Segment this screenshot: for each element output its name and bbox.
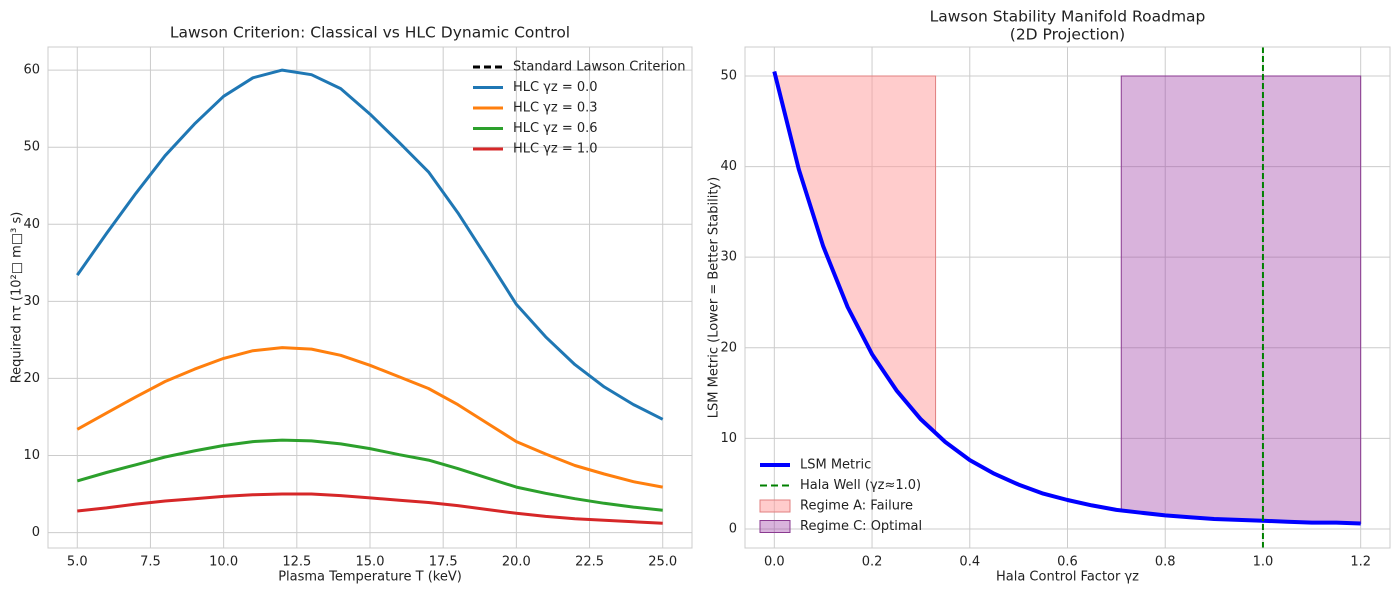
x-tick-label: 0.0: [764, 555, 785, 570]
x-axis-label: Hala Control Factor γz: [996, 570, 1139, 585]
line-series: [76, 68, 664, 421]
x-tick-label: 10.0: [209, 555, 238, 570]
x-tick-label: 15.0: [356, 555, 385, 570]
chart-title: (2D Projection): [1010, 26, 1125, 44]
x-axis-label: Plasma Temperature T (keV): [278, 570, 462, 585]
y-tick-label: 20: [720, 340, 737, 355]
x-tick-label: 22.5: [575, 555, 604, 570]
y-tick-label: 10: [23, 448, 40, 463]
y-tick-label: 0: [32, 525, 40, 540]
x-tick-label: 5.0: [67, 555, 88, 570]
x-tick-label: 20.0: [502, 555, 531, 570]
legend-label: Regime C: Optimal: [800, 519, 922, 534]
legend: Standard Lawson Criterion HLC γz = 0.0 HLC…: [473, 60, 686, 157]
x-tick-label: 0.2: [862, 555, 883, 570]
x-tick-label: 0.4: [959, 555, 980, 570]
chart-title: Lawson Stability Manifold Roadmap: [930, 8, 1206, 26]
y-tick-label: 40: [720, 159, 737, 174]
x-tick-label: 7.5: [140, 555, 161, 570]
legend-label: Hala Well (γz≈1.0): [800, 478, 921, 493]
x-tick-label: 1.2: [1350, 555, 1371, 570]
x-tick-label: 17.5: [429, 555, 458, 570]
y-tick-label: 50: [23, 140, 40, 155]
y-tick-label: 30: [23, 294, 40, 309]
chart-title: Lawson Criterion: Classical vs HLC Dynam…: [170, 24, 570, 42]
plot-content: [76, 68, 664, 525]
line-series: [76, 438, 663, 512]
line-series: [76, 346, 663, 489]
subplot: 0.0 0.2 0.4 0.6 0.8 1.0 1.2 0 10 20 30 40 50 Lawson S…: [707, 8, 1391, 585]
y-tick-label: 60: [23, 63, 40, 78]
y-tick-label: 0: [729, 521, 737, 536]
x-tick-label: 25.0: [648, 555, 677, 570]
y-axis-label: Required nτ (10²□ m□³ s): [10, 212, 25, 384]
y-tick-label: 30: [720, 250, 737, 265]
axes-frame: [47, 46, 693, 549]
region: [1120, 75, 1362, 525]
y-tick-label: 20: [23, 371, 40, 386]
legend-label: HLC γz = 0.6: [513, 121, 598, 136]
legend-swatch: [759, 499, 791, 513]
x-tick-label: 0.6: [1057, 555, 1078, 570]
legend-label: HLC γz = 0.0: [513, 80, 598, 95]
plot-content: [772, 47, 1362, 548]
legend-label: LSM Metric: [800, 458, 871, 473]
subplot: 5.0 7.5 10.0 12.5 15.0 17.5 20.0 22.5 25.0 0 10 20 3…: [10, 24, 693, 585]
y-tick-label: 10: [720, 431, 737, 446]
x-tick-label: 0.8: [1155, 555, 1176, 570]
x-tick-label: 12.5: [282, 555, 311, 570]
x-tick-label: 1.0: [1253, 555, 1274, 570]
legend-swatch: [759, 520, 791, 533]
line-series: [77, 492, 663, 525]
legend-label: Standard Lawson Criterion: [513, 60, 686, 75]
legend: LSM Metric Hala Well (γz≈1.0) Regime A: Fa…: [759, 458, 922, 534]
y-tick-label: 50: [720, 68, 737, 83]
legend-label: HLC γz = 0.3: [513, 101, 598, 116]
legend-label: HLC γz = 1.0: [513, 142, 598, 157]
axes-frame: [744, 46, 1391, 549]
y-tick-label: 40: [23, 217, 40, 232]
legend-label: Regime A: Failure: [800, 499, 913, 514]
y-axis-label: LSM Metric (Lower = Better Stability): [707, 177, 722, 418]
